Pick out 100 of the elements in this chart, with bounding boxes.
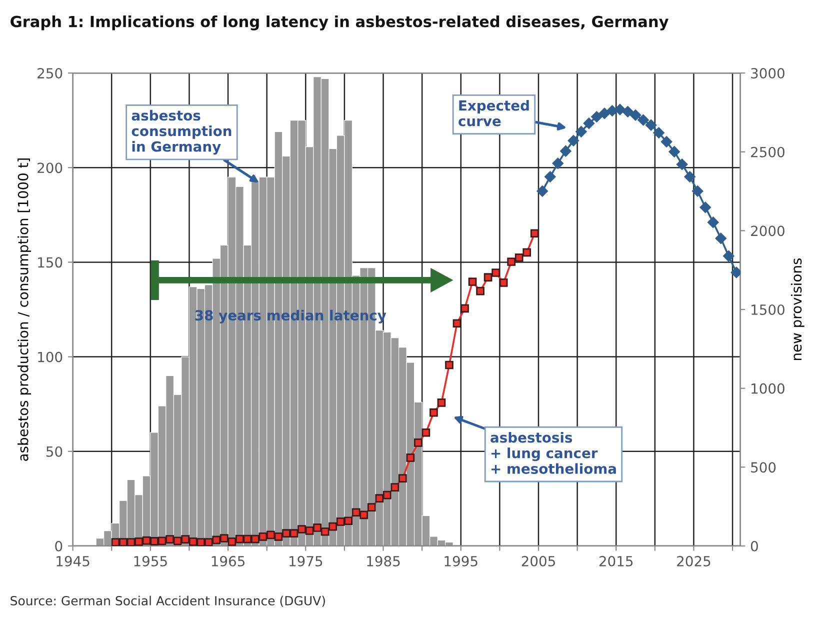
point [142,536,151,545]
point [583,118,595,129]
point [645,119,657,131]
point [630,110,642,121]
point [212,536,221,544]
y2-tick-label: 0 [750,540,758,552]
point [220,534,228,542]
y-tick-label: 150 [38,257,62,268]
x-tick-label: 2015 [599,556,633,566]
point [668,146,680,158]
point [676,158,688,170]
point [375,494,384,503]
y-tick-label: 250 [38,68,62,79]
x-tick-label: 1955 [134,556,167,566]
x-tick-label: 1945 [56,556,90,566]
point [468,278,477,286]
point [126,538,136,546]
point [150,537,158,546]
point [422,428,430,437]
x-tick-label: 2025 [677,556,710,566]
point [166,535,174,544]
point [367,503,376,512]
point [320,527,330,536]
point [251,534,260,544]
point [530,229,539,238]
point [452,319,462,328]
y-axis-title: asbestos production / consumption [1000 t] [18,158,32,461]
annotation: Expected curve [458,100,529,126]
point [476,286,484,296]
y2-tick-label: 1500 [752,304,784,315]
point [598,108,610,120]
point [119,538,128,546]
point [344,516,352,526]
point [560,145,572,157]
point [544,171,556,182]
x-tick-label: 1965 [212,556,244,566]
point [514,253,524,262]
point [437,398,446,407]
x-tick-label: 1975 [290,556,322,566]
point [730,266,740,278]
y-tick-label: 100 [38,352,62,362]
point [382,490,392,500]
y2-tick-label: 2000 [751,226,784,236]
point [715,232,726,244]
y-tick-label: 50 [46,446,62,457]
point [591,111,602,122]
point [723,250,734,262]
point [313,524,322,532]
y-tick-label: 0 [55,540,62,552]
point [522,248,532,257]
chart-title: Graph 1: Implications of long latency in asbestos-related diseases, Germany [10,15,668,30]
point [552,158,564,169]
point [445,360,454,370]
point [111,538,120,546]
x-tick-label: 1995 [444,556,478,566]
y-tick-label: 200 [38,162,62,174]
point [692,186,704,197]
point [390,483,400,492]
point [460,304,469,313]
point [398,474,407,482]
point [188,538,198,546]
point [622,106,634,118]
point [134,538,143,546]
annotation: asbestos consumption in Germany [132,110,232,155]
point [282,529,290,538]
point [298,525,306,534]
point [258,532,268,541]
point [236,534,244,544]
x-tick-label: 2005 [522,556,555,566]
y2-tick-label: 3000 [751,68,784,79]
point [568,135,580,146]
point [507,258,516,266]
point [700,202,711,213]
point [484,273,492,282]
point [406,454,415,462]
point [536,186,548,197]
point [305,526,314,535]
annotation: asbestosis + lung cancer + mesothelioma [490,432,616,474]
y2-axis-title: new provisions [790,258,804,360]
point [492,268,500,277]
point [430,408,438,417]
y2-tick-label: 500 [751,462,776,473]
point [360,510,368,520]
point [204,538,213,546]
point [638,114,649,126]
x-tick-label: 1985 [367,556,400,566]
point [576,126,587,138]
point [290,529,298,538]
point [274,532,283,541]
point [708,216,719,228]
point [328,522,337,531]
source-note: Source: German Social Accident Insurance (DGUV) [10,596,325,607]
point [228,538,236,546]
point [684,171,696,182]
point [499,278,508,287]
point [614,104,626,116]
point [653,127,664,138]
point [158,536,166,546]
y2-tick-label: 1000 [752,383,784,394]
point [352,508,360,517]
